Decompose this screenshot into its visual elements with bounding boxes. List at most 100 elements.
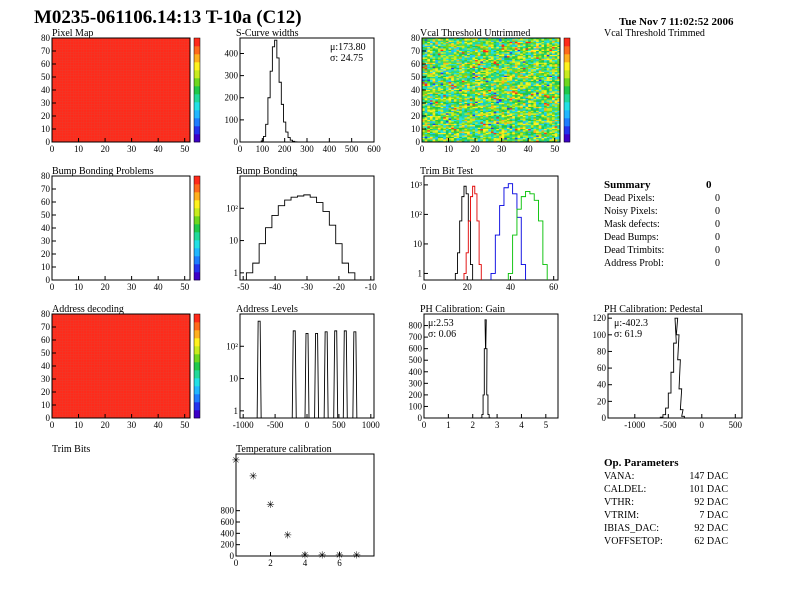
- ph-gain-chart: 0 1 2 3 4 50100200300400500600700800: [396, 310, 566, 434]
- y-tick-label: 60: [41, 59, 51, 69]
- y-tick-label: 10³: [410, 180, 422, 190]
- pixel-map-chart: 0 10 20 30 40 5001020304050607080: [26, 34, 206, 158]
- color-scale-swatch: [194, 216, 200, 224]
- color-scale-swatch: [564, 78, 570, 86]
- color-scale-swatch: [564, 46, 570, 54]
- op-param-label: VANA:: [604, 471, 634, 482]
- x-tick-label: 0: [50, 420, 55, 430]
- y-tick-label: 80: [411, 34, 421, 43]
- y-tick-label: 0: [602, 413, 607, 423]
- summary-row: Dead Pixels: 0: [604, 193, 724, 206]
- y-tick-label: 300: [225, 71, 239, 81]
- color-scale-swatch: [194, 70, 200, 78]
- y-tick-label: 30: [41, 236, 51, 246]
- address-level-peak: [353, 332, 357, 418]
- op-param-row: VANA: 147 DAC: [604, 471, 734, 484]
- y-tick-label: 80: [41, 172, 51, 181]
- summary-label: Mask defects:: [604, 219, 660, 230]
- color-scale-swatch: [194, 176, 200, 184]
- color-scale-swatch: [194, 192, 200, 200]
- color-scale-swatch: [194, 118, 200, 126]
- x-tick-label: 400: [323, 144, 337, 154]
- plot-frame: [240, 176, 374, 280]
- x-tick-label: 1: [446, 420, 451, 430]
- y-tick-label: 100: [225, 115, 239, 125]
- y-tick-label: 20: [597, 396, 607, 406]
- x-tick-label: 0: [238, 144, 243, 154]
- x-tick-label: 10: [74, 282, 84, 292]
- op-params-rows: VANA: 147 DAC CALDEL: 101 DAC VTHR: 92 DAC VTR…: [604, 471, 734, 549]
- color-scale-swatch: [194, 402, 200, 410]
- y-tick-label: 10: [411, 124, 421, 134]
- y-tick-label: 0: [416, 137, 421, 147]
- summary-row: Mask defects: 0: [604, 219, 724, 232]
- summary-row: Dead Trimbits: 0: [604, 245, 724, 258]
- color-scale-swatch: [194, 94, 200, 102]
- y-tick-label: 50: [41, 348, 51, 358]
- x-tick-label: 10: [444, 144, 454, 154]
- y-tick-label: 50: [41, 210, 51, 220]
- y-tick-label: 40: [411, 85, 421, 95]
- data-point: ✳: [249, 472, 257, 483]
- x-tick-label: 40: [524, 144, 534, 154]
- color-scale-swatch: [564, 102, 570, 110]
- x-tick-label: 40: [154, 144, 164, 154]
- y-tick-label: 70: [41, 46, 51, 56]
- plot-frame: [52, 176, 190, 280]
- op-param-row: VTHR: 92 DAC: [604, 497, 734, 510]
- op-param-value: 92 DAC: [694, 497, 728, 508]
- color-scale-swatch: [194, 134, 200, 142]
- color-scale-swatch: [194, 224, 200, 232]
- data-point: ✳: [232, 456, 240, 467]
- op-param-row: CALDEL: 101 DAC: [604, 484, 734, 497]
- y-tick-label: 50: [41, 72, 51, 82]
- color-scale-swatch: [194, 394, 200, 402]
- x-tick-label: 20: [101, 144, 111, 154]
- y-tick-label: 10: [41, 124, 51, 134]
- x-tick-label: 0: [50, 144, 55, 154]
- color-scale-swatch: [194, 54, 200, 62]
- color-scale-swatch: [194, 362, 200, 370]
- address-level-peak: [292, 331, 296, 418]
- color-scale-swatch: [194, 272, 200, 280]
- vcal-untrimmed-chart: 0 10 20 30 40 5001020304050607080: [396, 34, 576, 158]
- address-level-peak: [257, 321, 261, 418]
- color-scale-swatch: [194, 78, 200, 86]
- y-tick-label: 40: [41, 85, 51, 95]
- y-tick-label: 70: [411, 46, 421, 56]
- series-line-scurve: [261, 40, 299, 142]
- series-line-ph_pedestal: [660, 318, 684, 418]
- y-tick-label: 60: [411, 59, 421, 69]
- color-scale-swatch: [194, 256, 200, 264]
- y-tick-label: 0: [46, 275, 51, 285]
- x-tick-label: 0: [305, 420, 310, 430]
- color-scale-swatch: [194, 184, 200, 192]
- x-tick-label: 20: [463, 282, 473, 292]
- y-tick-label: 0: [46, 137, 51, 147]
- summary-value: 0: [715, 206, 720, 217]
- color-scale-swatch: [194, 208, 200, 216]
- summary-total: 0: [706, 179, 712, 191]
- page-title: M0235-061106.14:13 T-10a (C12): [34, 7, 302, 29]
- x-tick-label: 60: [549, 282, 559, 292]
- timestamp: Tue Nov 7 11:02:52 2006: [619, 16, 734, 28]
- color-scale-swatch: [564, 86, 570, 94]
- y-tick-label: 400: [221, 528, 235, 538]
- color-scale-swatch: [194, 86, 200, 94]
- op-param-label: VTHR:: [604, 497, 634, 508]
- x-tick-label: 1000: [362, 420, 381, 430]
- color-scale-swatch: [194, 110, 200, 118]
- color-scale-swatch: [194, 386, 200, 394]
- y-tick-label: 10: [229, 236, 239, 246]
- series-line-ph_gain: [481, 320, 491, 418]
- op-param-value: 92 DAC: [694, 523, 728, 534]
- y-tick-label: 120: [593, 313, 607, 323]
- x-tick-label: 4: [519, 420, 524, 430]
- x-tick-label: 5: [544, 420, 549, 430]
- y-tick-label: 1: [234, 406, 239, 416]
- x-tick-label: 20: [471, 144, 481, 154]
- address-level-peak: [334, 331, 338, 418]
- x-tick-label: 30: [127, 144, 137, 154]
- address-level-peak: [324, 332, 328, 418]
- address-levels-chart: -1000 -500 0 500 100011010²: [212, 310, 382, 434]
